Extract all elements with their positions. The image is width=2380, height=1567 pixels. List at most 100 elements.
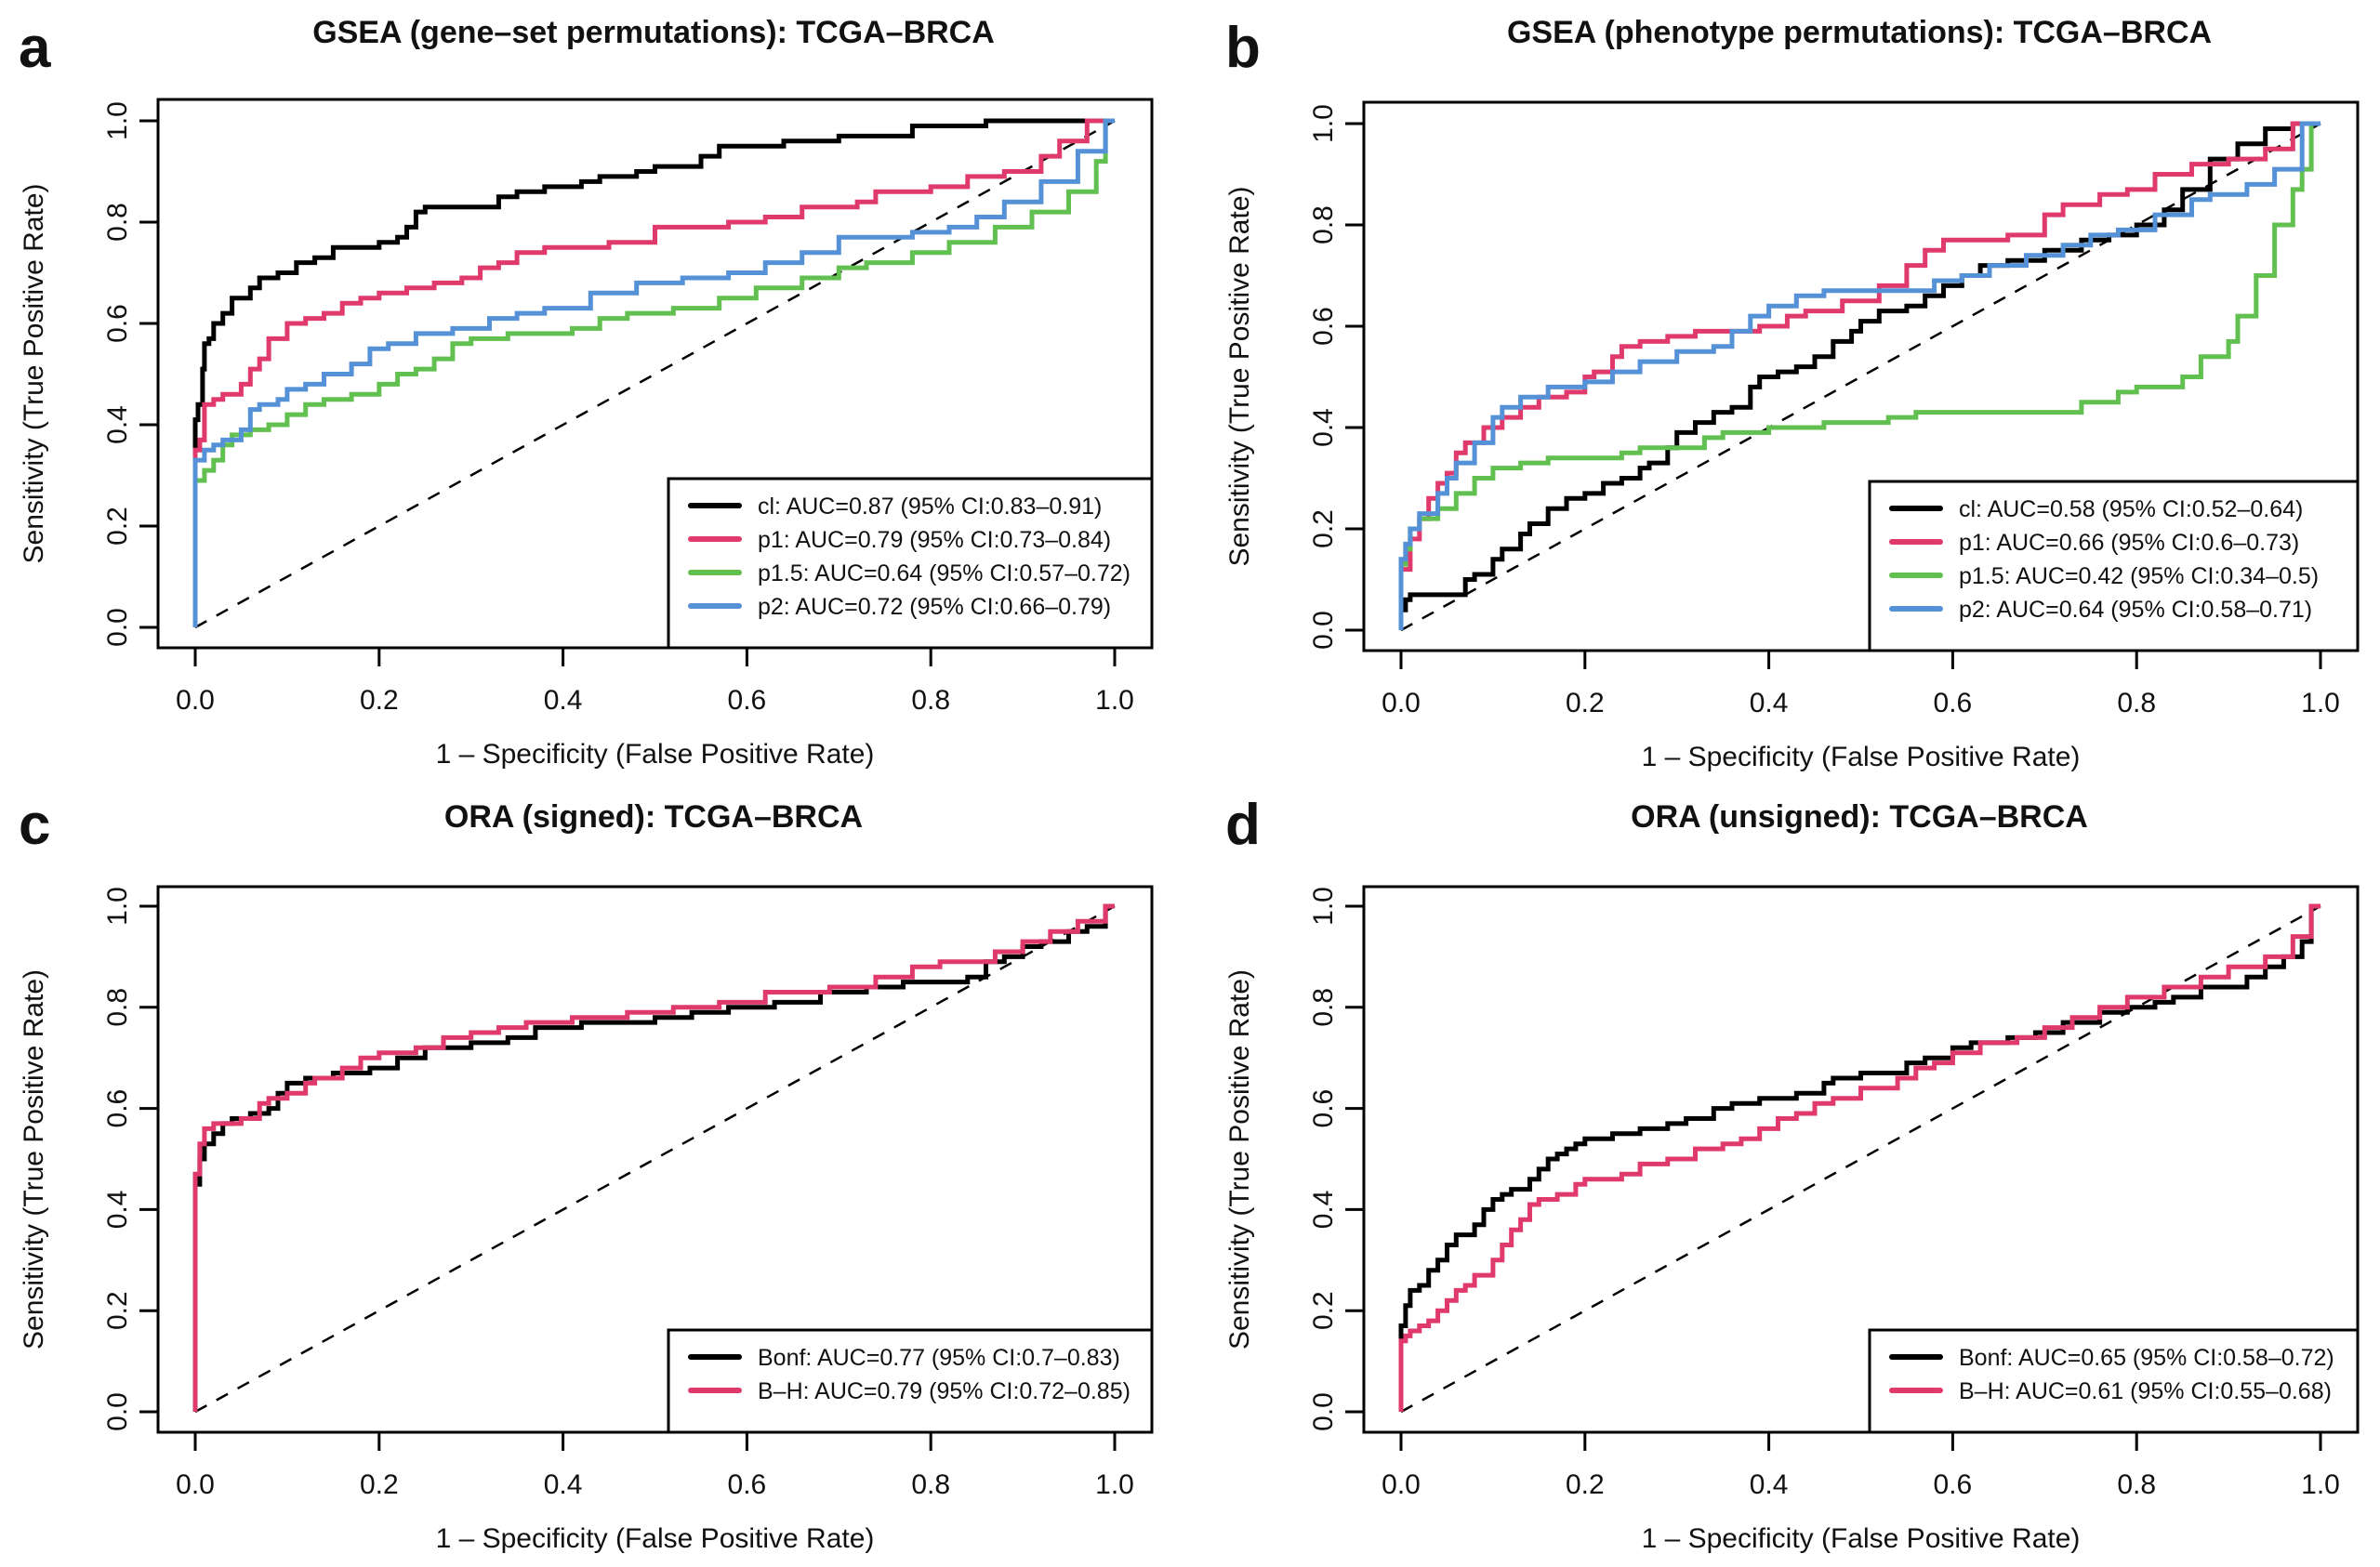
roc-curve-p1-5 — [1398, 121, 2320, 630]
x-tick-label: 1.0 — [1095, 685, 1134, 716]
legend-label: B–H: AUC=0.79 (95% CI:0.72–0.85) — [758, 1378, 1130, 1404]
panel-c: c ORA (signed): TCGA–BRCA 0.0 0.2 0.4 0.6 0.8 1… — [19, 793, 1154, 1554]
x-tick-label: 0.8 — [911, 1469, 950, 1500]
x-axis-label: 1 – Specificity (False Positive Rate) — [1642, 1523, 2081, 1554]
y-tick-label: 0.0 — [1308, 1392, 1339, 1431]
x-tick-label: 0.2 — [360, 1469, 399, 1500]
x-tick-label: 0.6 — [1934, 1469, 1973, 1500]
y-tick-label: 0.6 — [102, 304, 133, 343]
y-tick-label: 0.4 — [1308, 408, 1339, 447]
legend-label: Bonf: AUC=0.77 (95% CI:0.7–0.83) — [758, 1345, 1120, 1371]
panel-b: b GSEA (phenotype permutations): TCGA–BRC… — [1224, 15, 2360, 772]
x-tick-label: 1.0 — [1095, 1469, 1134, 1500]
x-axis-label: 1 – Specificity (False Positive Rate) — [436, 739, 875, 770]
legend-label: Bonf: AUC=0.65 (95% CI:0.58–0.72) — [1959, 1345, 2334, 1371]
x-tick-label: 0.6 — [728, 685, 767, 716]
roc-curve-p1-5 — [192, 118, 1115, 627]
legend: cl: AUC=0.58 (95% CI:0.52–0.64) p1: AUC=0… — [1868, 480, 2360, 652]
x-tick-label: 0.4 — [1750, 688, 1789, 718]
x-tick-label: 0.4 — [1750, 1469, 1789, 1500]
legend-box — [1868, 1328, 2360, 1434]
x-axis-label: 1 – Specificity (False Positive Rate) — [1642, 742, 2081, 772]
y-tick-label: 0.8 — [1308, 205, 1339, 244]
y-tick-label: 0.2 — [1308, 509, 1339, 548]
y-tick-label: 0.4 — [102, 405, 133, 444]
x-tick-label: 0.8 — [2117, 1469, 2156, 1500]
panel-letter: c — [19, 793, 50, 857]
y-tick-label: 0.0 — [1308, 611, 1339, 650]
y-tick-label: 0.0 — [102, 608, 133, 647]
legend-label: p2: AUC=0.64 (95% CI:0.58–0.71) — [1959, 597, 2312, 623]
x-tick-label: 0.0 — [176, 685, 215, 716]
x-tick-label: 0.8 — [2117, 688, 2156, 718]
y-tick-label: 0.4 — [102, 1191, 133, 1230]
y-axis-label: Sensitivity (True Positive Rate) — [19, 183, 49, 563]
legend-label: p2: AUC=0.72 (95% CI:0.66–0.79) — [758, 594, 1111, 620]
chart-title: GSEA (gene–set permutations): TCGA–BRCA — [312, 15, 995, 50]
y-tick-label: 0.2 — [102, 507, 133, 546]
plot-frame — [1362, 100, 2360, 652]
x-tick-label: 0.4 — [544, 685, 583, 716]
y-tick-label: 1.0 — [1308, 887, 1339, 926]
legend-label: p1.5: AUC=0.64 (95% CI:0.57–0.72) — [758, 560, 1130, 586]
x-tick-label: 0.4 — [544, 1469, 583, 1500]
plot-frame — [156, 885, 1154, 1434]
y-tick-label: 1.0 — [1308, 104, 1339, 143]
legend-box — [1868, 480, 2360, 652]
y-tick-label: 0.6 — [102, 1089, 133, 1128]
y-tick-label: 0.8 — [102, 988, 133, 1027]
reference-diagonal — [194, 904, 1116, 1414]
plot-frame — [156, 98, 1154, 650]
legend-label: cl: AUC=0.58 (95% CI:0.52–0.64) — [1959, 496, 2303, 522]
panel-letter: b — [1225, 16, 1261, 80]
y-tick-label: 1.0 — [102, 101, 133, 140]
reference-diagonal — [1400, 904, 2321, 1414]
y-tick-label: 1.0 — [102, 887, 133, 926]
chart-title: GSEA (phenotype permutations): TCGA–BRCA — [1507, 15, 2212, 50]
panel-letter: a — [19, 16, 51, 80]
roc-curve-b-h — [1398, 903, 2320, 1412]
legend: cl: AUC=0.87 (95% CI:0.83–0.91) p1: AUC=0… — [667, 477, 1154, 650]
y-tick-label: 0.6 — [1308, 1089, 1339, 1128]
x-tick-label: 1.0 — [2301, 688, 2340, 718]
y-axis-label: Sensitivity (True Positive Rate) — [1224, 186, 1255, 566]
x-tick-label: 0.6 — [728, 1469, 767, 1500]
x-tick-label: 0.0 — [1382, 688, 1421, 718]
legend-label: B–H: AUC=0.61 (95% CI:0.55–0.68) — [1959, 1378, 2332, 1404]
chart-title: ORA (signed): TCGA–BRCA — [444, 799, 863, 835]
roc-curve-p1 — [1398, 121, 2320, 630]
x-axis-label: 1 – Specificity (False Positive Rate) — [436, 1523, 875, 1554]
x-tick-label: 0.2 — [1566, 1469, 1605, 1500]
panel-d: d ORA (unsigned): TCGA–BRCA 0.0 0.2 0.4 0.6 0.… — [1224, 793, 2360, 1554]
roc-curve-bonf — [192, 903, 1115, 1412]
roc-curve-cl — [192, 118, 1115, 627]
roc-curve-p1 — [192, 118, 1115, 627]
roc-curve-p2 — [192, 118, 1115, 627]
roc-curve-p2 — [1398, 121, 2320, 630]
x-tick-label: 0.8 — [911, 685, 950, 716]
y-tick-label: 0.2 — [1308, 1291, 1339, 1330]
x-tick-label: 0.0 — [176, 1469, 215, 1500]
roc-curve-cl — [1398, 121, 2320, 630]
roc-curve-b-h — [192, 903, 1115, 1412]
panel-letter: d — [1225, 793, 1261, 857]
panel-a: a GSEA (gene–set permutations): TCGA–BRCA… — [19, 15, 1154, 770]
y-axis-label: Sensitivity (True Positive Rate) — [1224, 969, 1255, 1350]
legend-label: p1: AUC=0.66 (95% CI:0.6–0.73) — [1959, 530, 2299, 556]
chart-title: ORA (unsigned): TCGA–BRCA — [1631, 799, 2088, 835]
y-tick-label: 0.0 — [102, 1392, 133, 1431]
y-axis-label: Sensitivity (True Positive Rate) — [19, 969, 49, 1350]
legend-box — [667, 477, 1154, 650]
x-tick-label: 0.0 — [1382, 1469, 1421, 1500]
legend-label: p1: AUC=0.79 (95% CI:0.73–0.84) — [758, 527, 1111, 553]
x-tick-label: 1.0 — [2301, 1469, 2340, 1500]
y-tick-label: 0.8 — [102, 203, 133, 242]
x-tick-label: 0.6 — [1934, 688, 1973, 718]
legend-label: p1.5: AUC=0.42 (95% CI:0.34–0.5) — [1959, 563, 2319, 589]
y-tick-label: 0.4 — [1308, 1191, 1339, 1230]
legend: Bonf: AUC=0.77 (95% CI:0.7–0.83) B–H: AUC… — [667, 1328, 1154, 1434]
roc-curve-bonf — [1398, 903, 2320, 1412]
reference-diagonal — [194, 119, 1116, 629]
x-tick-label: 0.2 — [1566, 688, 1605, 718]
